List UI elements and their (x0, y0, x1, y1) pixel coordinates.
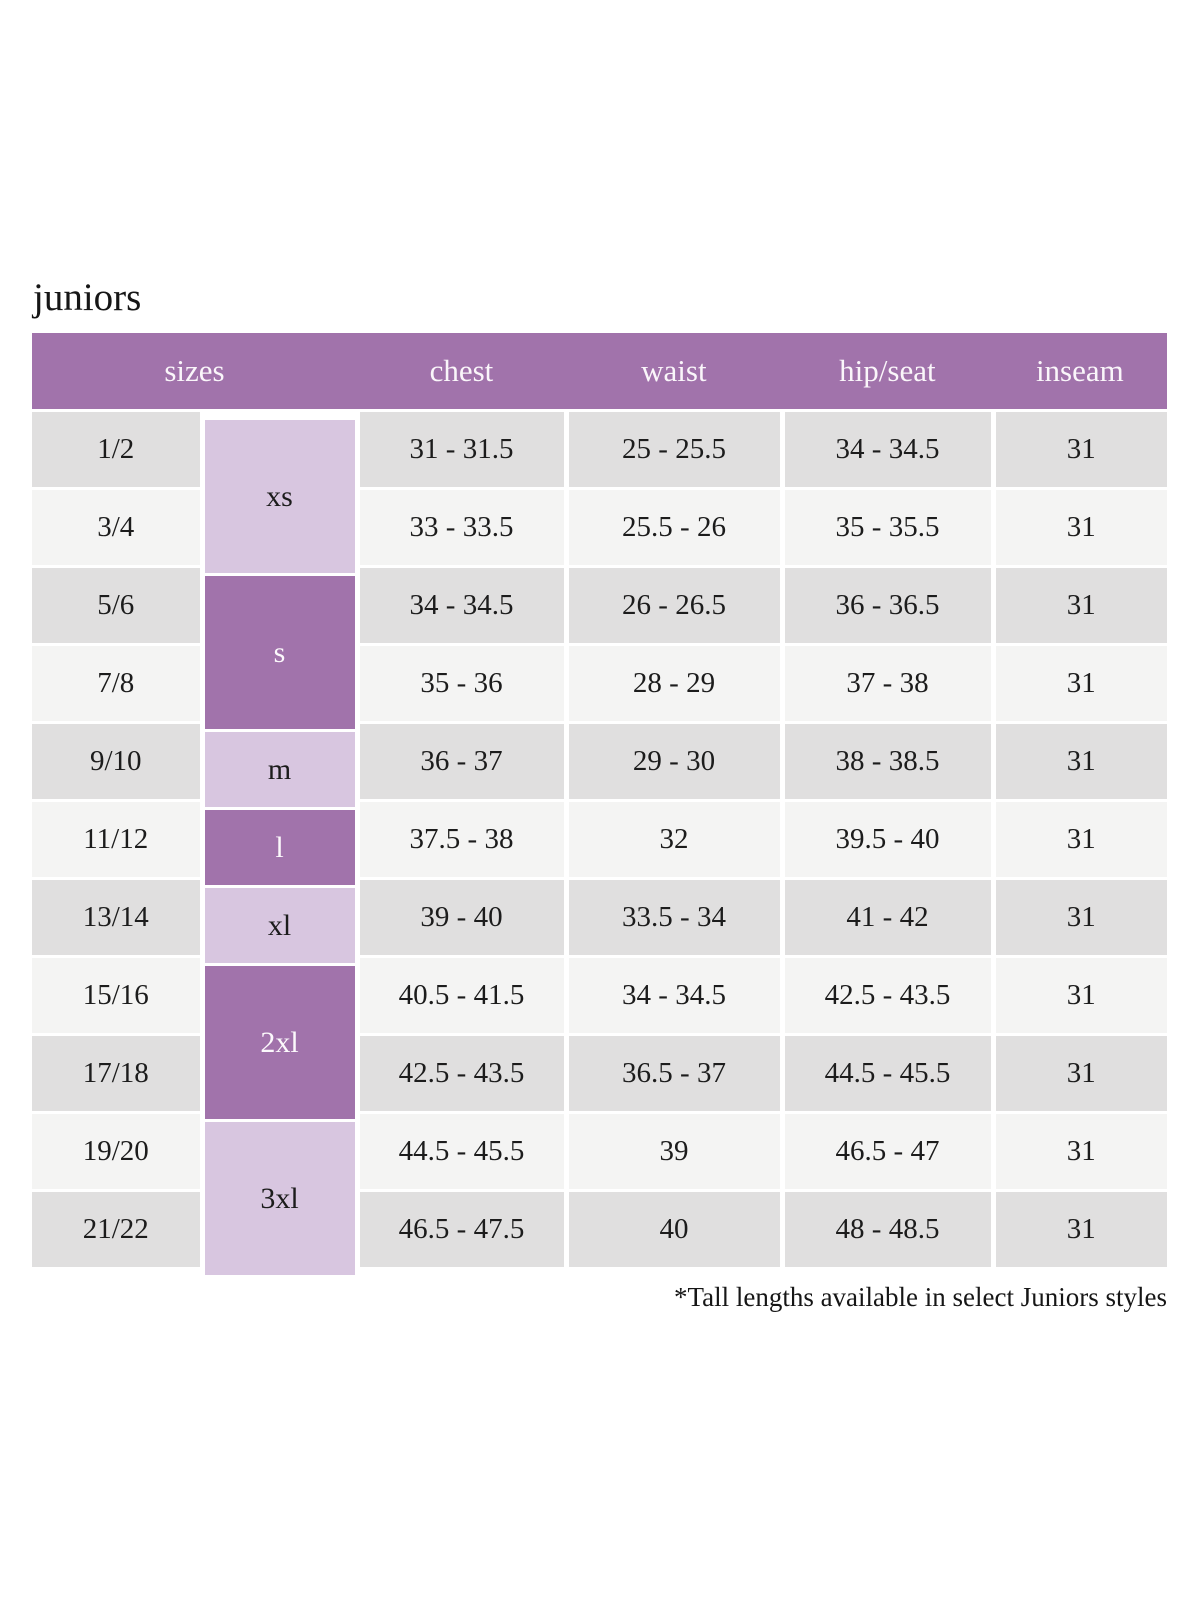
inseam-cell: 31 (995, 1114, 1167, 1189)
header-cell-waist: waist (641, 353, 707, 388)
inseam-cell: 31 (995, 490, 1167, 565)
size-pair-cell: 21/22 (32, 1192, 200, 1267)
size-pair-cell: 13/14 (32, 880, 200, 955)
page-title: juniors (33, 276, 142, 319)
hip-seat-cell: 37 - 38 (784, 646, 991, 721)
chest-cell: 46.5 - 47.5 (359, 1192, 564, 1267)
size-pair-cell: 7/8 (32, 646, 200, 721)
footnote: *Tall lengths available in select Junior… (673, 1282, 1167, 1312)
hip-seat-cell: 36 - 36.5 (784, 568, 991, 643)
size-group-cell-xs: xs (204, 420, 355, 573)
chest-cell: 40.5 - 41.5 (359, 958, 564, 1033)
chest-cell: 37.5 - 38 (359, 802, 564, 877)
waist-cell: 25 - 25.5 (568, 412, 780, 487)
inseam-cell: 31 (995, 724, 1167, 799)
hip-seat-cell: 35 - 35.5 (784, 490, 991, 565)
chest-cell: 34 - 34.5 (359, 568, 564, 643)
hip-seat-cell: 42.5 - 43.5 (784, 958, 991, 1033)
waist-cell: 33.5 - 34 (568, 880, 780, 955)
waist-cell: 36.5 - 37 (568, 1036, 780, 1111)
hip-seat-cell: 46.5 - 47 (784, 1114, 991, 1189)
hip-seat-cell: 39.5 - 40 (784, 802, 991, 877)
size-pair-cell: 5/6 (32, 568, 200, 643)
waist-cell: 28 - 29 (568, 646, 780, 721)
waist-cell: 25.5 - 26 (568, 490, 780, 565)
waist-cell: 32 (568, 802, 780, 877)
waist-cell: 40 (568, 1192, 780, 1267)
waist-cell: 34 - 34.5 (568, 958, 780, 1033)
size-pair-cell: 19/20 (32, 1114, 200, 1189)
size-group-cell-2xl: 2xl (204, 966, 355, 1119)
inseam-cell: 31 (995, 1036, 1167, 1111)
chest-cell: 36 - 37 (359, 724, 564, 799)
hip-seat-cell: 41 - 42 (784, 880, 991, 955)
size-group-cell-s: s (204, 576, 355, 729)
chest-cell: 39 - 40 (359, 880, 564, 955)
chest-cell: 35 - 36 (359, 646, 564, 721)
size-pair-cell: 11/12 (32, 802, 200, 877)
header-cell-chest: chest (429, 353, 494, 388)
inseam-cell: 31 (995, 1192, 1167, 1267)
hip-seat-cell: 44.5 - 45.5 (784, 1036, 991, 1111)
header-cell-sizes: sizes (164, 353, 225, 388)
table-body: xs s m l xl 2xl 3xl 1/2 31 - 31.5 25 - 2… (32, 412, 1167, 1275)
inseam-cell: 31 (995, 412, 1167, 487)
inseam-cell: 31 (995, 568, 1167, 643)
size-pair-cell: 9/10 (32, 724, 200, 799)
size-pair-cell: 17/18 (32, 1036, 200, 1111)
chest-cell: 31 - 31.5 (359, 412, 564, 487)
table-header-row: sizes chest waist hip/seat inseam (32, 333, 1167, 409)
waist-cell: 39 (568, 1114, 780, 1189)
hip-seat-cell: 48 - 48.5 (784, 1192, 991, 1267)
chest-cell: 33 - 33.5 (359, 490, 564, 565)
waist-cell: 26 - 26.5 (568, 568, 780, 643)
header-cell-inseam: inseam (1035, 353, 1124, 388)
size-group-cell-l: l (204, 810, 355, 885)
header-cell-hip-seat: hip/seat (839, 353, 936, 388)
size-pair-cell: 15/16 (32, 958, 200, 1033)
size-pair-cell: 1/2 (32, 412, 200, 487)
inseam-cell: 31 (995, 880, 1167, 955)
waist-cell: 29 - 30 (568, 724, 780, 799)
chest-cell: 42.5 - 43.5 (359, 1036, 564, 1111)
hip-seat-cell: 38 - 38.5 (784, 724, 991, 799)
inseam-cell: 31 (995, 646, 1167, 721)
size-group-cell-xl: xl (204, 888, 355, 963)
inseam-cell: 31 (995, 958, 1167, 1033)
size-group-cell-m: m (204, 732, 355, 807)
chest-cell: 44.5 - 45.5 (359, 1114, 564, 1189)
inseam-cell: 31 (995, 802, 1167, 877)
size-group-cell-3xl: 3xl (204, 1122, 355, 1275)
size-pair-cell: 3/4 (32, 490, 200, 565)
juniors-size-chart: sizes chest waist hip/seat inseam xs s m… (32, 333, 1167, 1275)
hip-seat-cell: 34 - 34.5 (784, 412, 991, 487)
